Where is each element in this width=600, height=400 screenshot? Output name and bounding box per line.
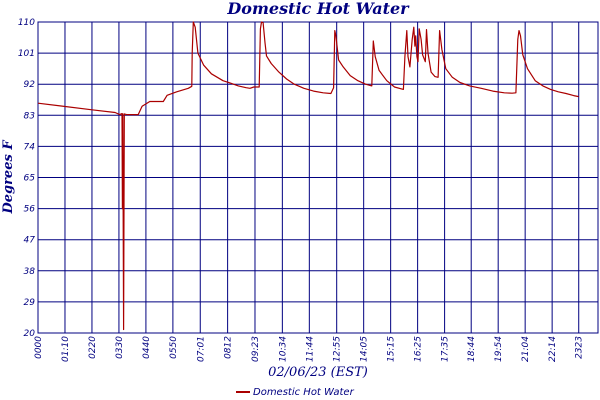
chart-grid [37,21,599,334]
x-tick-label: 07:01 [196,336,206,362]
x-tick-label: 17:35 [441,336,451,362]
y-tick-label: 20 [24,329,36,339]
x-axis-ticks: 0000 01:10 0220 0330 0440 0550 07:01 0812 09:23 1… [34,336,585,362]
series-line [37,21,579,331]
y-tick-label: 47 [24,236,36,246]
x-tick-label: 19:54 [494,336,504,362]
y-tick-label: 101 [18,49,35,59]
x-tick-label: 10:34 [278,336,288,362]
x-tick-label: 0440 [142,336,152,359]
y-tick-label: 74 [24,142,36,152]
y-tick-label: 65 [24,174,36,184]
x-tick-label: 16:25 [414,336,424,362]
y-axis-label: Degrees F [1,140,16,215]
x-tick-label: 2323 [575,336,585,359]
x-tick-label: 0330 [115,336,125,359]
x-tick-label: 0220 [88,336,98,359]
legend: Domestic Hot Water [236,387,355,398]
x-tick-label: 14:05 [360,336,370,362]
x-tick-label: 0550 [169,336,179,359]
x-tick-label: 12:55 [333,336,343,362]
chart-title: Domestic Hot Water [226,0,410,18]
x-tick-label: 09:23 [251,336,261,362]
x-tick-label: 18:44 [467,336,477,362]
y-tick-label: 29 [24,298,36,308]
x-tick-label: 0000 [34,336,44,359]
x-axis-label: 02/06/23 (EST) [268,365,368,380]
legend-label: Domestic Hot Water [253,387,355,398]
x-tick-label: 0812 [224,336,234,359]
x-tick-label: 11:44 [305,336,315,362]
x-tick-label: 15:15 [387,336,397,362]
x-tick-label: 01:10 [61,336,71,362]
series-group [37,21,579,331]
y-tick-label: 56 [24,205,36,215]
y-tick-label: 38 [24,267,36,277]
x-tick-label: 22:14 [548,336,558,362]
y-tick-label: 83 [24,111,36,121]
y-axis-ticks: 20 29 38 47 56 65 74 83 92 101 110 [18,18,35,339]
y-tick-label: 92 [24,80,36,90]
x-tick-label: 21:04 [521,336,531,362]
y-tick-label: 110 [18,18,35,28]
